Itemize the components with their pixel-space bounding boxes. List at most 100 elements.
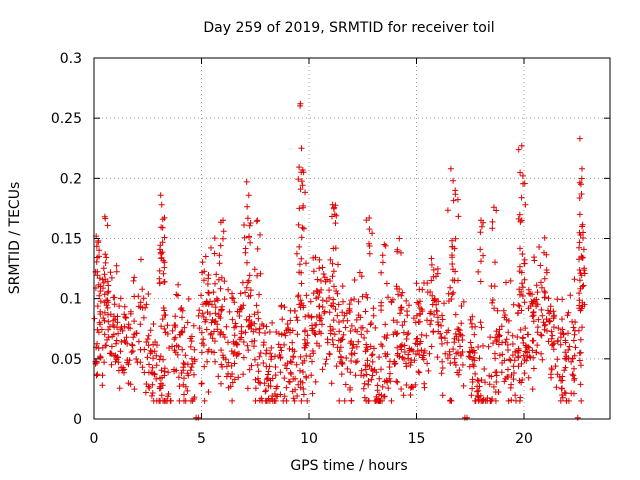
data-point <box>413 312 420 319</box>
data-point <box>537 331 544 338</box>
data-point <box>343 310 350 317</box>
data-point <box>121 369 127 376</box>
data-point <box>158 201 165 208</box>
data-point <box>383 280 390 287</box>
data-point <box>300 169 307 176</box>
data-point <box>182 352 189 359</box>
data-point <box>498 369 505 376</box>
data-point <box>495 331 502 338</box>
data-point <box>554 356 561 363</box>
data-point <box>363 291 370 298</box>
data-point <box>372 324 379 331</box>
data-point <box>469 376 476 383</box>
data-point <box>303 373 309 380</box>
data-point <box>511 357 518 364</box>
data-point <box>141 346 148 353</box>
data-point <box>281 304 288 311</box>
data-point <box>361 394 368 401</box>
data-point <box>542 321 549 328</box>
data-point <box>518 217 525 224</box>
data-point <box>505 397 512 404</box>
data-point <box>319 321 325 328</box>
data-point <box>217 242 224 249</box>
data-point <box>184 361 191 368</box>
data-point <box>246 323 253 329</box>
data-point <box>206 290 212 297</box>
data-point <box>434 319 441 326</box>
data-point <box>579 223 585 230</box>
data-point <box>298 145 305 152</box>
data-point <box>101 213 108 220</box>
data-point <box>368 352 375 359</box>
data-point <box>233 339 239 346</box>
data-point <box>341 397 348 404</box>
data-point <box>403 360 409 367</box>
data-point <box>499 351 506 358</box>
data-point <box>561 389 568 396</box>
data-point <box>347 369 354 376</box>
data-point <box>547 318 553 325</box>
data-point <box>427 310 433 317</box>
data-point <box>277 391 284 398</box>
data-point <box>256 353 263 360</box>
data-point <box>519 172 526 179</box>
data-point <box>548 328 555 335</box>
data-point <box>182 383 189 390</box>
data-point <box>492 355 499 362</box>
data-point <box>231 299 238 306</box>
data-point <box>460 382 467 389</box>
data-point <box>196 325 203 332</box>
data-point <box>319 304 326 310</box>
data-point <box>578 181 584 188</box>
data-point <box>242 289 249 296</box>
data-point <box>101 309 108 316</box>
data-point <box>412 381 419 388</box>
data-point <box>300 369 306 375</box>
data-point <box>576 195 583 201</box>
data-point <box>244 385 251 392</box>
data-point <box>486 381 493 388</box>
data-point <box>358 372 364 379</box>
data-point <box>288 371 295 377</box>
data-point <box>555 337 561 344</box>
data-point <box>316 303 323 310</box>
data-point <box>529 337 536 344</box>
data-point <box>122 314 129 320</box>
data-point <box>268 344 275 351</box>
data-point <box>256 291 263 298</box>
data-point <box>399 322 406 329</box>
data-point <box>158 323 165 330</box>
data-point <box>185 296 192 302</box>
data-point <box>113 356 120 363</box>
data-point <box>113 340 119 347</box>
data-point <box>291 397 298 404</box>
data-point <box>96 247 103 254</box>
data-point <box>96 292 103 299</box>
data-point <box>570 337 577 344</box>
data-point <box>298 300 305 307</box>
y-tick-label: 0.1 <box>60 292 82 308</box>
data-point <box>571 365 577 372</box>
data-point <box>534 329 541 336</box>
data-point <box>496 326 503 333</box>
data-point <box>467 339 474 346</box>
data-point <box>394 248 401 255</box>
data-point <box>539 284 545 291</box>
data-point <box>260 322 267 329</box>
data-point <box>309 390 316 397</box>
data-point <box>255 368 262 375</box>
data-point <box>537 262 544 269</box>
data-point <box>492 397 499 404</box>
data-point <box>201 363 208 370</box>
data-point <box>184 370 191 377</box>
data-point <box>367 321 374 328</box>
grid-layer <box>94 58 610 419</box>
data-point <box>156 279 163 286</box>
data-point <box>519 335 526 342</box>
data-point <box>125 321 132 328</box>
data-point <box>387 370 393 377</box>
data-point <box>381 241 388 248</box>
data-point <box>174 292 181 299</box>
data-point <box>94 326 101 333</box>
x-tick-label: 0 <box>90 431 99 447</box>
